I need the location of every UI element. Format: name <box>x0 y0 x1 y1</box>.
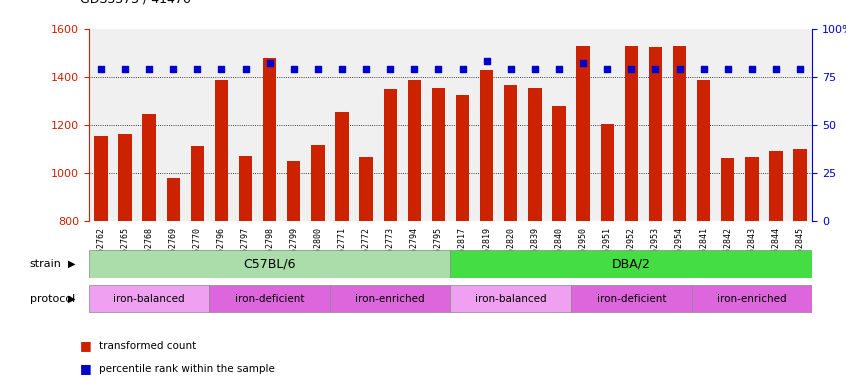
Bar <box>215 80 228 221</box>
Bar <box>624 46 638 221</box>
Point <box>360 66 373 72</box>
Text: C57BL/6: C57BL/6 <box>244 258 296 270</box>
Point <box>383 66 397 72</box>
Text: ▶: ▶ <box>69 293 75 304</box>
Point <box>456 66 470 72</box>
Bar <box>335 112 349 221</box>
Point <box>335 66 349 72</box>
Point <box>287 66 300 72</box>
Bar <box>209 285 330 313</box>
Text: ▶: ▶ <box>69 259 75 269</box>
Bar <box>239 156 252 221</box>
Bar <box>311 145 325 221</box>
Point <box>697 66 711 72</box>
Bar <box>263 58 277 221</box>
Point <box>769 66 783 72</box>
Bar <box>142 114 156 221</box>
Bar <box>287 161 300 221</box>
Point <box>263 60 277 66</box>
Point <box>480 58 493 65</box>
Text: strain: strain <box>30 259 62 269</box>
Text: iron-enriched: iron-enriched <box>717 293 787 304</box>
Point <box>215 66 228 72</box>
Point <box>504 66 518 72</box>
Text: transformed count: transformed count <box>99 341 196 351</box>
Bar <box>330 285 450 313</box>
Point <box>624 66 638 72</box>
Point <box>576 60 590 66</box>
Bar <box>456 95 470 221</box>
Bar <box>167 177 180 221</box>
Bar <box>691 285 812 313</box>
Point <box>745 66 759 72</box>
Text: GDS3373 / 41476: GDS3373 / 41476 <box>80 0 191 6</box>
Point <box>794 66 807 72</box>
Bar <box>450 250 812 278</box>
Bar <box>697 80 711 221</box>
Point <box>311 66 325 72</box>
Bar <box>480 70 493 221</box>
Text: DBA/2: DBA/2 <box>612 258 651 270</box>
Point <box>649 66 662 72</box>
Bar <box>89 285 209 313</box>
Point <box>190 66 204 72</box>
Point <box>239 66 252 72</box>
Bar <box>94 136 107 221</box>
Text: ■: ■ <box>80 362 92 375</box>
Point <box>118 66 132 72</box>
Point <box>431 66 445 72</box>
Bar <box>360 157 373 221</box>
Bar <box>89 250 450 278</box>
Bar <box>794 149 807 221</box>
Bar <box>601 124 614 221</box>
Point <box>528 66 541 72</box>
Point <box>408 66 421 72</box>
Text: ■: ■ <box>80 339 92 352</box>
Text: iron-deficient: iron-deficient <box>235 293 305 304</box>
Text: iron-balanced: iron-balanced <box>113 293 185 304</box>
Bar <box>504 85 518 221</box>
Bar <box>721 158 734 221</box>
Bar <box>118 134 132 221</box>
Point <box>552 66 566 72</box>
Point <box>167 66 180 72</box>
Point <box>673 66 686 72</box>
Point <box>721 66 734 72</box>
Bar <box>383 89 397 221</box>
Bar <box>190 146 204 221</box>
Bar <box>673 46 686 221</box>
Text: protocol: protocol <box>30 293 74 304</box>
Text: iron-enriched: iron-enriched <box>355 293 425 304</box>
Bar <box>576 46 590 221</box>
Point <box>142 66 156 72</box>
Bar <box>745 157 759 221</box>
Bar <box>528 88 541 221</box>
Bar <box>408 80 421 221</box>
Text: iron-deficient: iron-deficient <box>596 293 666 304</box>
Bar <box>649 47 662 221</box>
Text: iron-balanced: iron-balanced <box>475 293 547 304</box>
Point <box>601 66 614 72</box>
Bar <box>431 88 445 221</box>
Bar <box>571 285 691 313</box>
Text: percentile rank within the sample: percentile rank within the sample <box>99 364 275 374</box>
Bar <box>450 285 571 313</box>
Point <box>94 66 107 72</box>
Bar <box>552 106 566 221</box>
Bar <box>769 151 783 221</box>
